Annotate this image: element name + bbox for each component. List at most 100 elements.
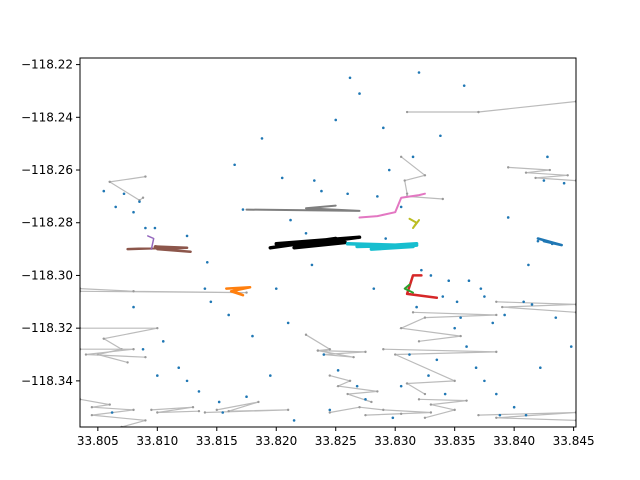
scatter-point	[569, 345, 573, 348]
gray-trajectory-point	[453, 408, 456, 412]
gray-trajectory-point	[203, 411, 207, 414]
gray-trajectory-8	[329, 375, 378, 403]
gray-trajectory-point	[150, 408, 153, 412]
gray-trajectory-point	[245, 291, 248, 294]
scatter-point	[358, 92, 361, 95]
scatter-point	[144, 226, 147, 230]
scatter-point	[462, 84, 466, 87]
gray-trajectory-0	[107, 176, 146, 202]
gray-trajectory-point	[328, 374, 331, 377]
gray-trajectory-9	[329, 406, 431, 416]
gray-trajectory-point	[108, 180, 111, 184]
scatter-point	[530, 303, 534, 306]
gray-trajectory-point	[477, 413, 480, 417]
trajectory-series-6	[147, 235, 155, 250]
gray-trajectory-point	[495, 416, 498, 419]
gray-trajectory-point	[548, 168, 552, 172]
trajectory-series-9	[403, 283, 414, 294]
trajectory-series-5	[126, 245, 192, 253]
gray-trajectory-5	[151, 406, 199, 414]
gray-trajectory-point	[429, 403, 433, 406]
scatter-point	[524, 413, 528, 417]
gray-trajectory-point	[348, 379, 352, 383]
gray-trajectory-point	[423, 392, 427, 396]
scatter-point	[391, 416, 395, 420]
gray-trajectory-point	[477, 110, 480, 114]
gray-trajectory-point	[501, 305, 504, 309]
scatter-point	[251, 334, 254, 338]
scatter-point	[453, 326, 456, 330]
x-tick-label: 33.845	[553, 434, 595, 448]
scatter-point	[542, 179, 546, 182]
scatter-point	[161, 340, 165, 343]
scatter-point	[334, 118, 338, 122]
gray-trajectory-1	[80, 288, 247, 294]
gray-trajectory-point	[132, 408, 135, 412]
scatter-point	[102, 189, 106, 193]
gray-trajectory-point	[286, 408, 290, 412]
scatter-point	[483, 295, 486, 298]
scatter-point	[399, 205, 403, 209]
gray-trajectory-point	[144, 355, 147, 359]
gray-trajectory-point	[370, 400, 373, 404]
scatter-point	[408, 353, 411, 356]
gray-trajectory-point	[423, 416, 427, 419]
gray-trajectory-point	[364, 350, 367, 354]
gray-trajectory-point	[403, 179, 406, 182]
gray-trajectory-point	[507, 166, 510, 169]
gray-trajectory-point	[227, 409, 230, 413]
gray-trajectory-point	[144, 175, 147, 178]
scatter-point	[382, 126, 385, 130]
scatter-point	[304, 231, 308, 235]
scatter-point	[153, 226, 157, 230]
plot-frame	[79, 57, 577, 428]
scatter-point	[415, 305, 418, 309]
gray-trajectory-19	[478, 411, 576, 421]
y-tick-label: −118.24	[21, 110, 73, 124]
scatter-point	[245, 395, 248, 398]
gray-trajectory-point	[411, 311, 415, 314]
highlighted-trajectories	[126, 192, 563, 300]
scatter-point	[376, 195, 379, 198]
scatter-point	[427, 374, 430, 377]
scatter-point	[132, 210, 135, 214]
scatter-points	[102, 71, 573, 422]
scatter-point	[447, 279, 451, 283]
scatter-point	[185, 234, 189, 238]
scatter-point	[429, 274, 433, 277]
scatter-point	[227, 313, 230, 317]
scatter-point	[479, 287, 483, 290]
scatter-point	[491, 321, 495, 325]
gray-trajectory-point	[524, 171, 528, 174]
scatter-point	[455, 300, 459, 304]
gray-trajectory-point	[382, 348, 385, 351]
scatter-point	[292, 419, 296, 422]
x-tick-label: 33.840	[493, 434, 535, 448]
gray-trajectory-point	[126, 361, 129, 364]
gray-trajectory-point	[358, 406, 361, 409]
gray-trajectory-point	[453, 379, 456, 383]
scatter-point	[241, 208, 245, 211]
scatter-point	[539, 366, 542, 369]
scatter-point	[205, 260, 209, 264]
scatter-point	[280, 176, 284, 180]
scatter-point	[439, 134, 442, 138]
scatter-point	[546, 155, 549, 159]
trajectory-series-0	[268, 235, 362, 250]
scatter-point	[156, 374, 159, 377]
gray-trajectory-point	[316, 349, 320, 352]
gray-trajectory-18	[496, 301, 576, 313]
y-tick-label: −118.30	[21, 268, 73, 282]
scatter-point	[372, 287, 376, 290]
scatter-point	[289, 218, 292, 222]
scatter-point	[217, 400, 221, 404]
scatter-point	[221, 411, 225, 414]
gray-trajectory-point	[144, 419, 147, 422]
scatter-point	[443, 392, 447, 396]
scatter-point	[320, 189, 323, 193]
scatter-point	[399, 384, 403, 388]
y-tick-label: −118.34	[21, 374, 73, 388]
scatter-point	[209, 300, 213, 304]
scatter-point	[114, 205, 117, 209]
gray-trajectory-point	[423, 174, 427, 177]
